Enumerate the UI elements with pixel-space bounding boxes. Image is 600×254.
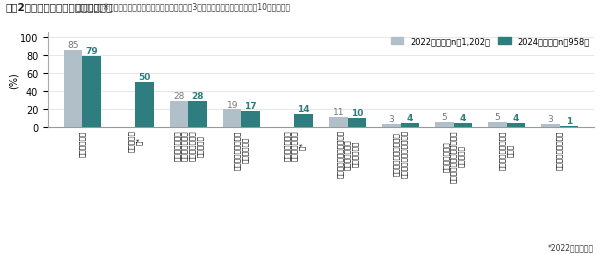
Text: 19: 19 <box>226 100 238 109</box>
Text: 50: 50 <box>139 72 151 81</box>
Bar <box>64 51 82 127</box>
Y-axis label: (%): (%) <box>8 72 19 88</box>
Text: 1: 1 <box>566 116 572 125</box>
Bar <box>401 123 419 127</box>
Text: 5: 5 <box>442 113 447 122</box>
Text: 14: 14 <box>298 105 310 114</box>
Bar <box>382 124 401 127</box>
Text: 5: 5 <box>494 113 500 122</box>
Text: ＜図2＞宅配サービスの受け取り方法: ＜図2＞宅配サービスの受け取り方法 <box>6 3 113 12</box>
Bar <box>136 82 154 127</box>
Bar <box>454 123 472 127</box>
Text: （複数回答）※ベース：いずれかの宅配サービスを直近3か月以内に利用した人／上位10項目を抜粠: （複数回答）※ベース：いずれかの宅配サービスを直近3か月以内に利用した人／上位1… <box>76 3 290 11</box>
Bar <box>506 123 525 127</box>
Text: 85: 85 <box>67 41 79 50</box>
Text: 10: 10 <box>350 108 363 117</box>
Text: 28: 28 <box>191 92 204 101</box>
Text: 4: 4 <box>407 114 413 122</box>
Bar <box>488 122 506 127</box>
Text: 4: 4 <box>512 114 519 122</box>
Bar <box>347 118 366 127</box>
Text: 4: 4 <box>460 114 466 122</box>
Bar <box>241 112 260 127</box>
Text: 3: 3 <box>547 115 553 123</box>
Text: 3: 3 <box>388 115 394 123</box>
Bar <box>560 126 578 127</box>
Bar <box>170 102 188 127</box>
Bar <box>82 56 101 127</box>
Legend: 2022年全体（n＝1,202）, 2024年全体（n＝958）: 2022年全体（n＝1,202）, 2024年全体（n＝958） <box>391 37 590 46</box>
Bar <box>295 115 313 127</box>
Bar <box>541 124 560 127</box>
Text: 11: 11 <box>332 107 344 116</box>
Text: *2022年は非聴取: *2022年は非聴取 <box>548 243 594 251</box>
Bar <box>188 102 207 127</box>
Bar <box>329 117 347 127</box>
Text: 17: 17 <box>244 102 257 111</box>
Bar <box>435 122 454 127</box>
Text: 28: 28 <box>173 92 185 101</box>
Text: 79: 79 <box>85 46 98 55</box>
Bar <box>223 110 241 127</box>
